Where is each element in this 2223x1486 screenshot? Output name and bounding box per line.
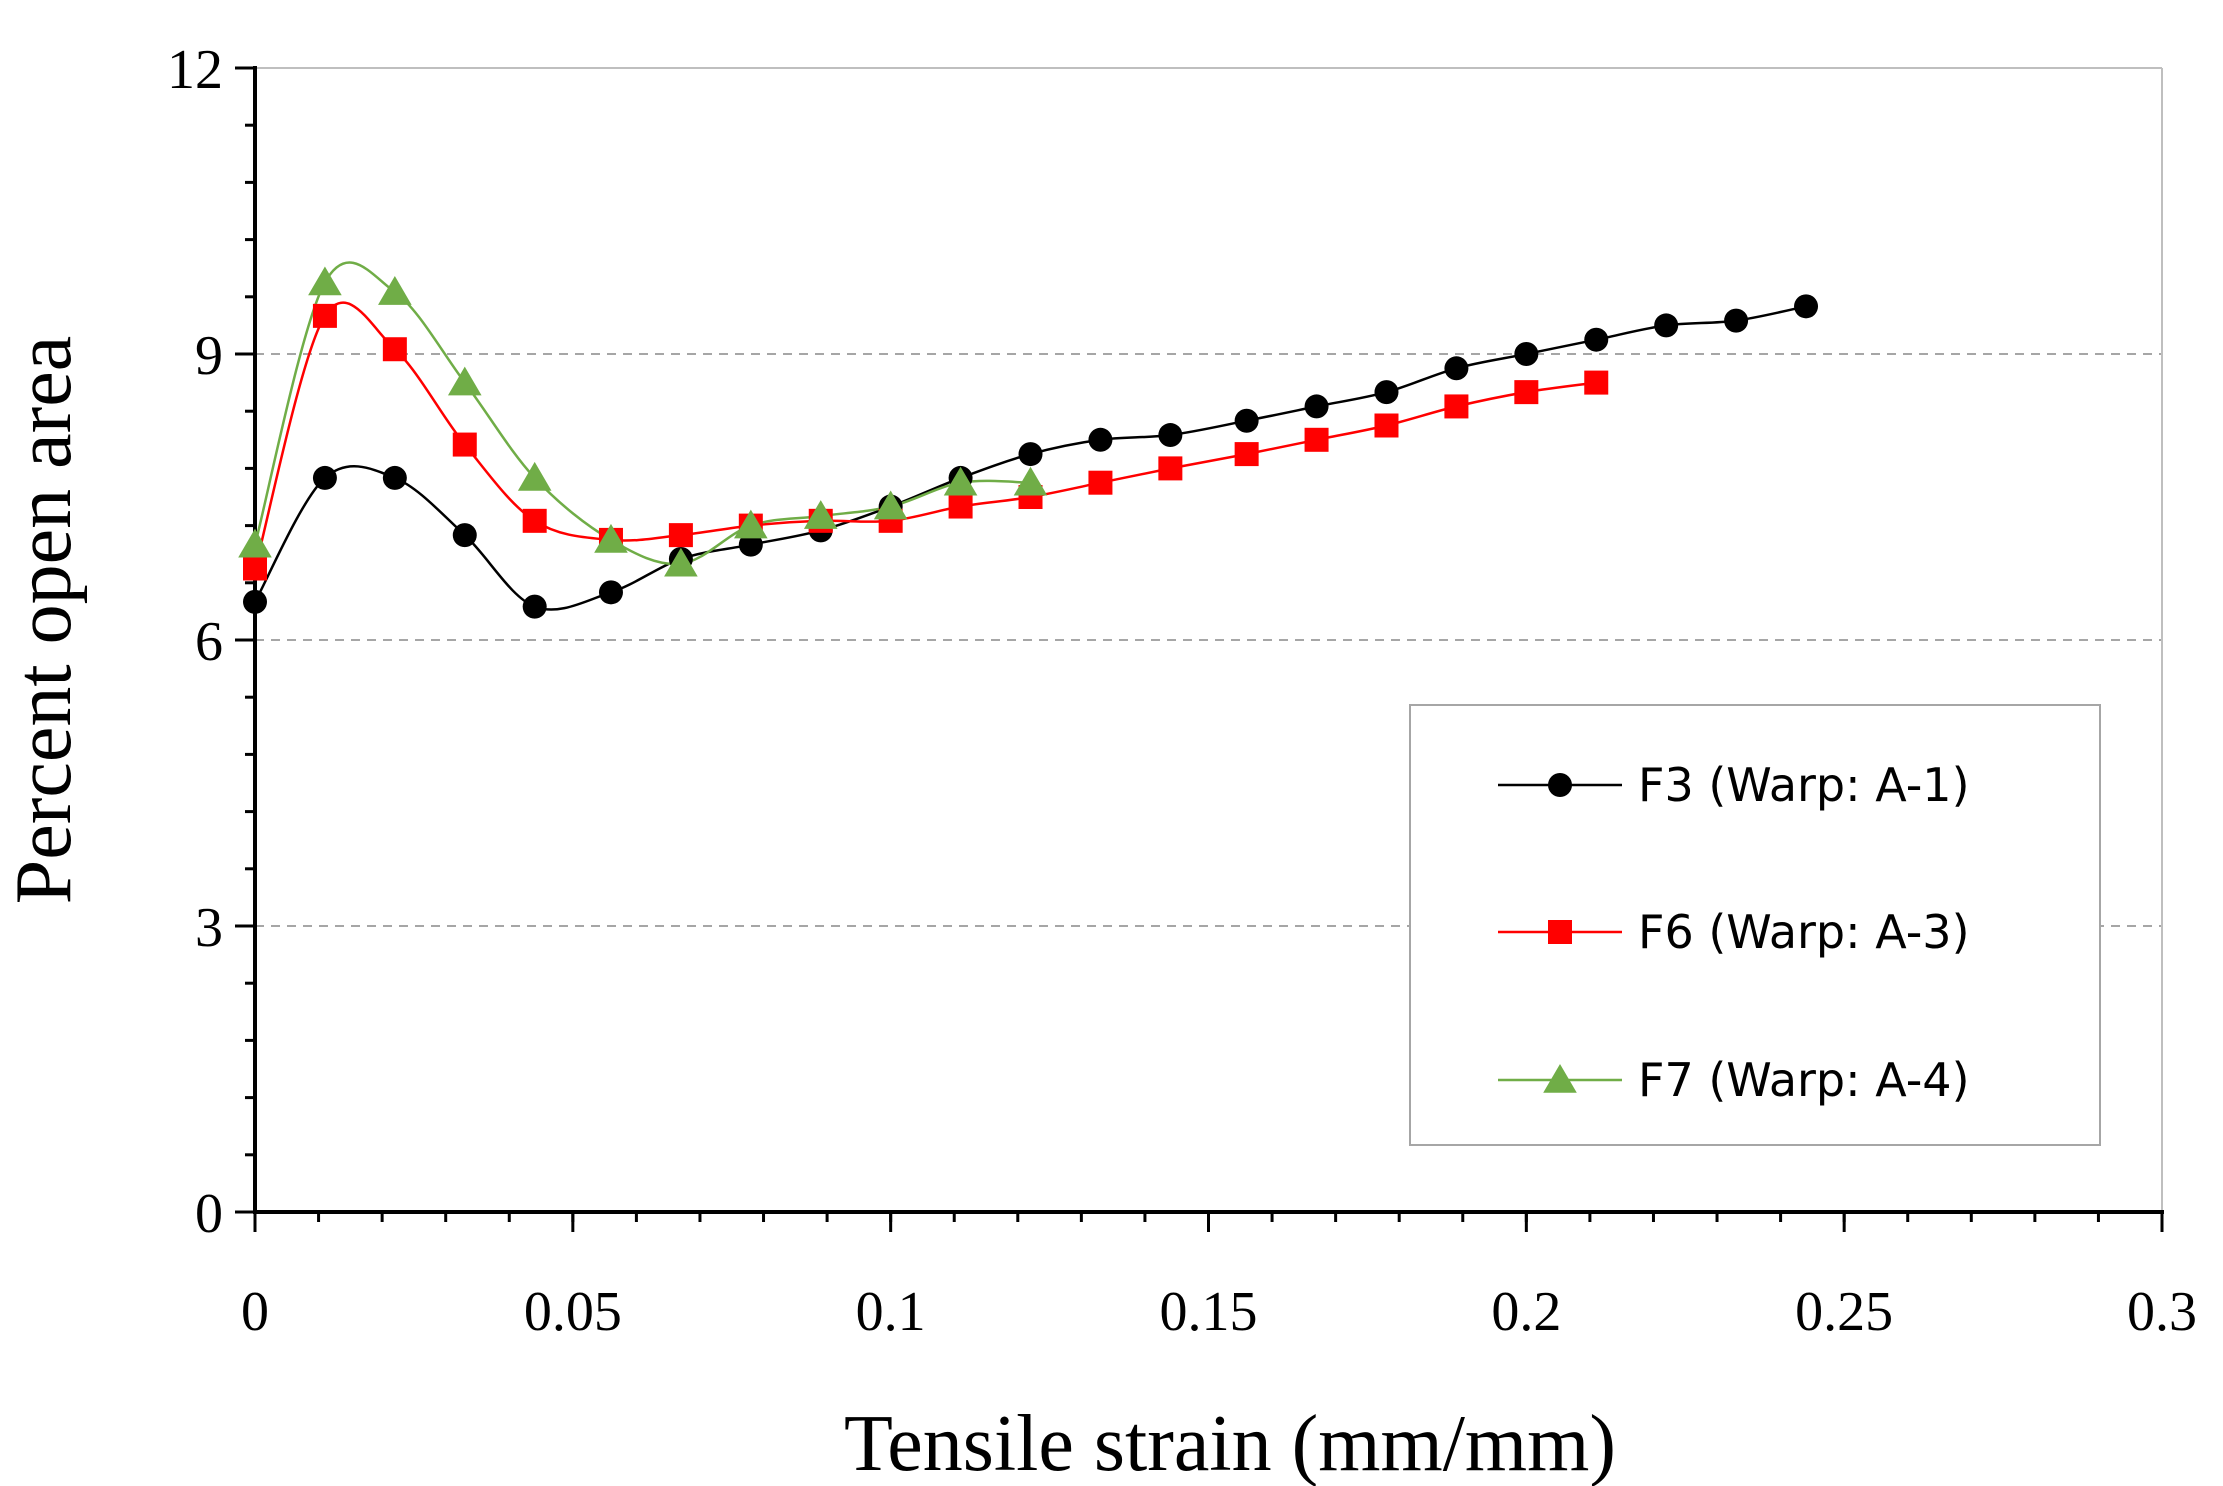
data-point-s1-0 — [243, 556, 267, 581]
legend-label-2: F7 (Warp: A-4) — [1638, 1053, 1970, 1107]
data-point-s2-11 — [1013, 466, 1048, 496]
x-tick-label-3: 0.15 — [1160, 1281, 1258, 1343]
data-point-s0-16 — [1374, 380, 1399, 405]
data-point-s1-14 — [1234, 442, 1259, 467]
data-point-s0-0 — [243, 589, 267, 614]
data-point-s1-16 — [1374, 413, 1399, 438]
data-point-s1-6 — [668, 523, 693, 548]
data-point-s0-22 — [1794, 294, 1819, 319]
data-point-s2-0 — [238, 528, 272, 558]
legend-marker-1 — [1548, 920, 1572, 944]
legend-marker-2 — [1543, 1064, 1577, 1093]
data-point-s2-7 — [734, 509, 768, 539]
y-tick-label-1: 3 — [195, 897, 223, 959]
data-point-s1-2 — [382, 337, 407, 362]
data-point-s1-15 — [1304, 427, 1329, 452]
x-tick-label-5: 0.25 — [1795, 1281, 1893, 1343]
data-point-s2-9 — [873, 490, 908, 520]
data-point-s0-13 — [1158, 423, 1183, 448]
data-point-s1-19 — [1584, 370, 1609, 395]
data-point-s0-20 — [1654, 313, 1679, 338]
data-point-s2-1 — [308, 266, 342, 296]
data-point-s2-5 — [594, 523, 628, 553]
data-point-s1-13 — [1158, 456, 1183, 481]
data-point-s1-1 — [312, 303, 337, 328]
data-point-s2-3 — [447, 366, 482, 396]
x-axis-title: Tensile strain (mm/mm) — [844, 1400, 1616, 1486]
data-point-s1-10 — [948, 494, 973, 519]
axes: 0 3 6 9 12 0 0.05 0.1 0.15 0.2 0.25 0.3 — [167, 39, 2197, 1343]
legend-label-1: F6 (Warp: A-3) — [1638, 905, 1970, 959]
data-point-s1-4 — [522, 508, 547, 533]
data-point-s0-7 — [738, 532, 763, 557]
data-point-s0-14 — [1234, 408, 1259, 433]
y-tick-label-4: 12 — [167, 39, 223, 101]
data-point-s1-3 — [452, 432, 477, 457]
data-point-s0-15 — [1304, 394, 1329, 419]
x-tick-label-6: 0.3 — [2127, 1281, 2197, 1343]
data-point-s2-10 — [943, 466, 978, 496]
legend-marker-0 — [1548, 773, 1572, 797]
data-point-s0-11 — [1018, 442, 1043, 467]
data-point-s0-5 — [598, 580, 623, 605]
legend-label-0: F3 (Warp: A-1) — [1638, 758, 1970, 812]
series-layer — [238, 261, 1819, 619]
y-axis-title: Percent open area — [0, 336, 88, 905]
data-point-s0-1 — [312, 465, 337, 490]
x-tick-label-0: 0 — [241, 1281, 269, 1343]
y-tick-label-3: 9 — [195, 325, 223, 387]
data-point-s0-12 — [1088, 427, 1113, 452]
data-point-s2-6 — [664, 547, 698, 577]
data-point-s1-18 — [1514, 380, 1539, 405]
legend-box — [1409, 704, 2101, 1146]
data-point-s0-17 — [1444, 356, 1469, 381]
y-tick-label-2: 6 — [195, 611, 223, 673]
data-point-s1-17 — [1444, 394, 1469, 419]
data-point-s0-21 — [1724, 308, 1749, 333]
legend: F3 (Warp: A-1) F6 (Warp: A-3) F7 (Warp: A-… — [1409, 704, 2101, 1146]
data-point-s0-3 — [452, 523, 477, 548]
data-point-s2-4 — [517, 461, 552, 491]
data-point-s2-8 — [803, 500, 838, 529]
data-point-s0-19 — [1584, 327, 1609, 352]
data-point-s0-18 — [1514, 342, 1539, 366]
x-tick-label-1: 0.05 — [524, 1281, 622, 1343]
data-point-s0-2 — [382, 465, 407, 490]
data-point-s0-4 — [522, 594, 547, 619]
x-tick-label-4: 0.2 — [1491, 1281, 1561, 1343]
data-point-s1-12 — [1088, 470, 1113, 495]
y-tick-label-0: 0 — [195, 1183, 223, 1245]
data-point-s2-2 — [378, 276, 412, 305]
x-tick-label-2: 0.1 — [856, 1281, 926, 1343]
